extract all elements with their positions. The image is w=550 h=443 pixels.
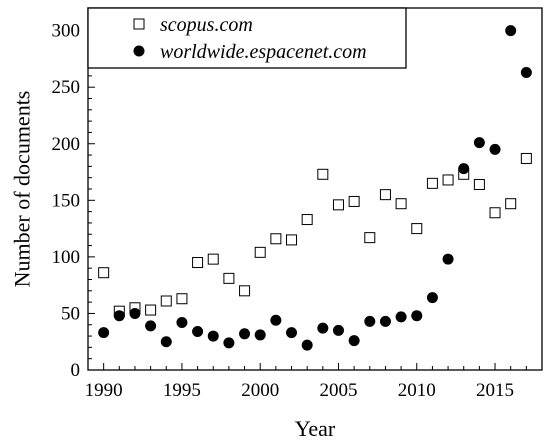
x-axis: 1990 1995 2000 2005 2010 2015 (85, 363, 543, 401)
square-point (207, 253, 219, 265)
circle-point (145, 320, 157, 332)
circle-point (489, 143, 501, 155)
square-point (411, 223, 423, 235)
y-axis-title: Number of documents (10, 91, 35, 288)
legend-label: worldwide.espacenet.com (160, 41, 367, 63)
x-tick-label: 2000 (241, 380, 279, 401)
square-point (301, 214, 313, 226)
series-1 (98, 152, 532, 317)
circle-point (286, 327, 298, 339)
circle-point (505, 25, 517, 37)
y-tick-label: 300 (52, 21, 81, 42)
square-point (176, 293, 188, 305)
square-point (239, 285, 251, 297)
legend-marker (133, 18, 145, 30)
square-point (254, 246, 266, 258)
circle-point (160, 336, 172, 348)
square-point (160, 295, 172, 307)
circle-point (364, 315, 376, 327)
square-point (379, 189, 391, 201)
circle-point (426, 292, 438, 304)
square-point (270, 233, 282, 245)
circle-point (379, 315, 391, 327)
y-tick-label: 250 (52, 77, 81, 98)
square-point (192, 257, 204, 269)
circle-point (473, 137, 485, 149)
square-point (520, 152, 532, 164)
y-axis: 0 50 100 150 200 250 300 (52, 7, 95, 381)
circle-point (239, 328, 251, 340)
square-point (442, 174, 454, 186)
square-point (98, 267, 110, 279)
x-tick-label: 2010 (398, 380, 436, 401)
circle-point (332, 324, 344, 336)
legend-marker (133, 45, 145, 57)
square-point (473, 178, 485, 190)
y-tick-label: 150 (52, 190, 81, 211)
square-point (223, 272, 235, 284)
circle-point (395, 311, 407, 323)
circle-point (301, 339, 313, 351)
square-point (426, 177, 438, 189)
y-tick-label: 50 (61, 303, 80, 324)
x-tick-label: 1990 (85, 380, 123, 401)
circle-point (129, 307, 141, 319)
legend-box (87, 7, 407, 69)
data-points (98, 25, 532, 351)
square-point (286, 234, 298, 246)
circle-point (442, 253, 454, 265)
square-point (395, 198, 407, 210)
circle-point (411, 310, 423, 322)
square-point (489, 207, 501, 219)
y-tick-label: 0 (71, 360, 81, 381)
circle-point (317, 322, 329, 334)
x-tick-label: 2015 (476, 380, 514, 401)
circle-point (348, 335, 360, 347)
circle-point (176, 316, 188, 328)
circle-point (270, 314, 282, 326)
x-axis-title: Year (295, 416, 336, 441)
circle-point (98, 327, 110, 339)
circle-point (207, 330, 219, 342)
x-tick-label: 2005 (319, 380, 357, 401)
circle-point (113, 310, 125, 322)
y-tick-label: 200 (52, 134, 81, 155)
circle-point (223, 337, 235, 349)
y-tick-label: 100 (52, 247, 81, 268)
square-point (364, 232, 376, 244)
circle-point (254, 329, 266, 341)
legend-label: scopus.com (160, 14, 253, 36)
x-tick-label: 1995 (163, 380, 201, 401)
circle-point (520, 66, 532, 78)
legend: scopus.com worldwide.espacenet.com (87, 7, 407, 69)
square-point (317, 168, 329, 180)
square-point (145, 304, 157, 316)
square-point (332, 199, 344, 211)
square-point (348, 195, 360, 207)
circle-point (458, 163, 470, 175)
circle-point (192, 326, 204, 338)
square-point (505, 198, 517, 210)
series-2 (98, 25, 532, 351)
